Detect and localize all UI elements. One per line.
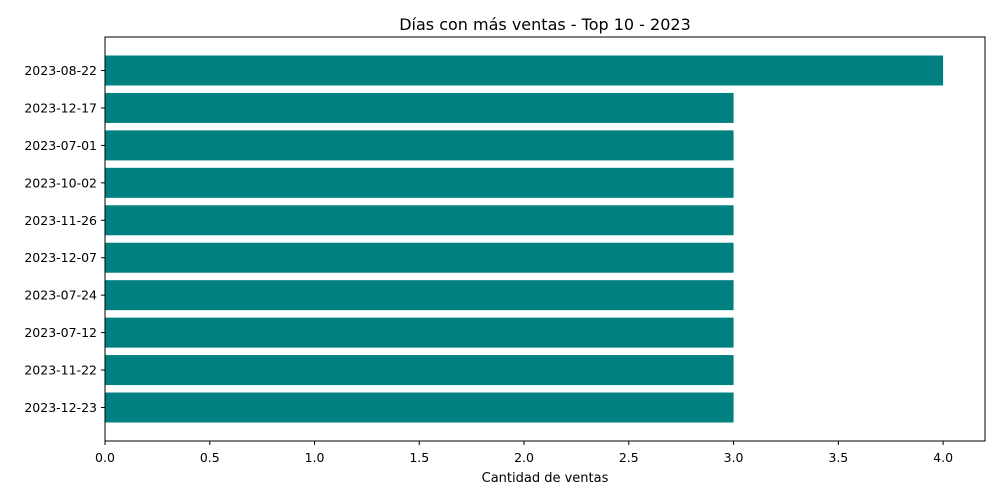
x-tick-label: 3.0 — [724, 450, 744, 465]
y-tick-label: 2023-11-22 — [24, 363, 97, 378]
y-tick-label: 2023-12-07 — [24, 250, 97, 265]
x-axis: 0.0 0.5 1.0 1.5 2.0 2.5 3.0 3.5 4.0 — [95, 441, 953, 465]
y-tick-label: 2023-12-23 — [24, 400, 97, 415]
y-axis: 2023-08-22 2023-12-17 2023-07-01 2023-10-02… — [24, 63, 105, 415]
y-tick-label: 2023-12-17 — [24, 100, 97, 115]
bar-2023-10-02 — [105, 167, 734, 198]
x-tick-label: 3.5 — [828, 450, 848, 465]
bar-2023-07-24 — [105, 280, 734, 311]
bar-2023-12-07 — [105, 242, 734, 273]
y-tick-label: 2023-07-01 — [24, 138, 97, 153]
y-tick-label: 2023-11-26 — [24, 213, 97, 228]
x-tick-label: 2.0 — [514, 450, 534, 465]
x-tick-label: 1.0 — [305, 450, 325, 465]
x-tick-label: 0.5 — [200, 450, 220, 465]
y-tick-label: 2023-07-12 — [24, 325, 97, 340]
x-tick-label: 0.0 — [95, 450, 115, 465]
chart-title: Días con más ventas - Top 10 - 2023 — [399, 15, 691, 34]
x-tick-label: 4.0 — [933, 450, 953, 465]
bar-2023-08-22 — [105, 55, 944, 86]
bar-2023-07-12 — [105, 317, 734, 348]
y-tick-label: 2023-10-02 — [24, 175, 97, 190]
y-tick-label: 2023-08-22 — [24, 63, 97, 78]
bar-2023-11-22 — [105, 355, 734, 386]
x-axis-label: Cantidad de ventas — [482, 471, 609, 486]
bar-2023-11-26 — [105, 205, 734, 236]
bar-2023-07-01 — [105, 130, 734, 161]
bar-2023-12-23 — [105, 392, 734, 423]
bar-2023-12-17 — [105, 92, 734, 123]
x-tick-label: 2.5 — [619, 450, 639, 465]
plot-frame — [104, 36, 986, 442]
bars-group — [105, 55, 944, 423]
x-tick-label: 1.5 — [409, 450, 429, 465]
y-tick-label: 2023-07-24 — [24, 288, 97, 303]
